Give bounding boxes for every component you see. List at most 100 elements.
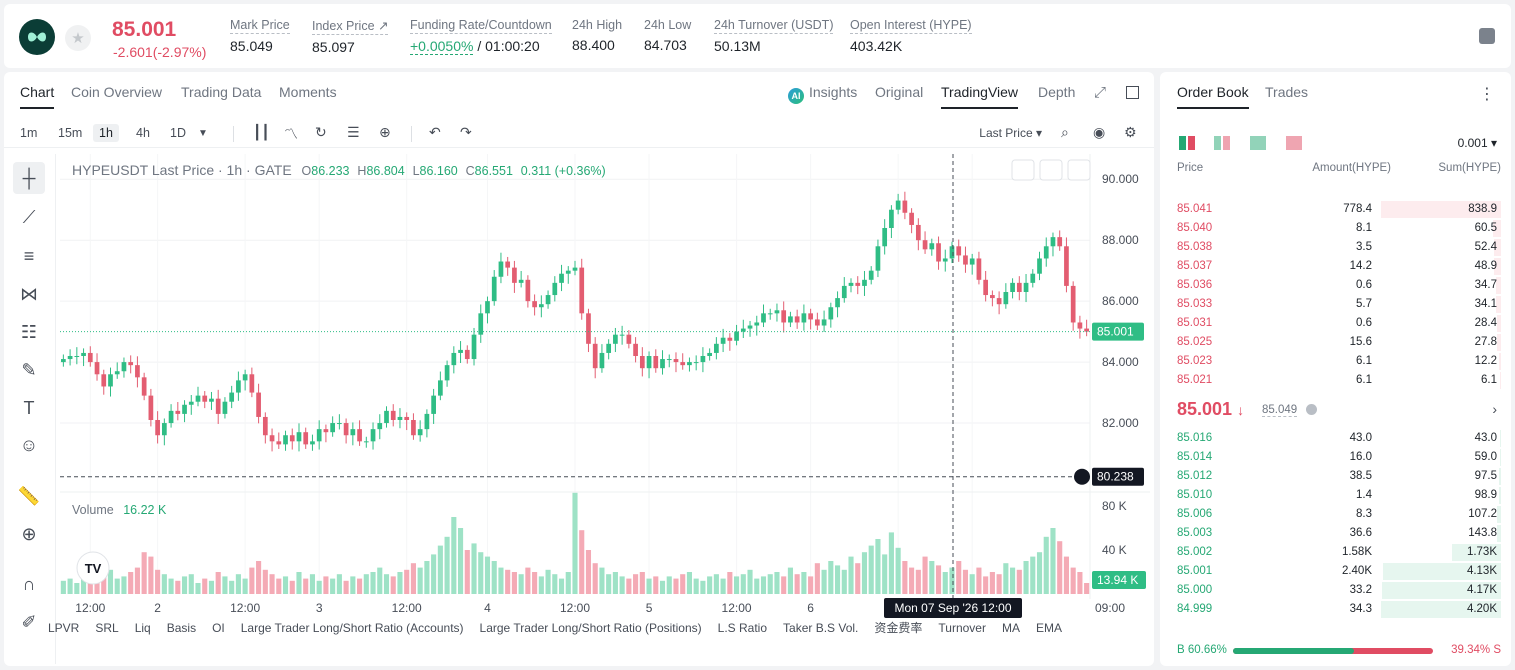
indicator-item[interactable]: Large Trader Long/Short Ratio (Accounts) — [240, 621, 464, 635]
open-interest-stat[interactable]: Open Interest (HYPE) 403.42K — [850, 18, 972, 54]
price-chart[interactable]: 90.000 88.000 86.000 84.000 82.000 12:00 2 12:0… — [60, 154, 1150, 666]
favorite-star-icon[interactable]: ★ — [65, 25, 91, 51]
ask-row[interactable]: 85.023 6.1 12.2 — [1160, 352, 1511, 371]
last-price: 85.001 — [112, 18, 177, 41]
gear-icon[interactable]: ⚙ — [1124, 124, 1137, 140]
mid-price: 85.001 ↓ — [1177, 399, 1244, 420]
book-icon[interactable] — [1479, 28, 1495, 44]
view-bids-icon[interactable] — [1250, 136, 1266, 150]
bid-row[interactable]: 85.001 2.40K 4.13K — [1160, 562, 1511, 581]
candle-body — [370, 429, 376, 442]
bid-row[interactable]: 85.002 1.58K 1.73K — [1160, 543, 1511, 562]
indicator-item[interactable]: Taker B.S Vol. — [783, 621, 859, 635]
pattern-icon[interactable]: ⋈ — [20, 283, 38, 304]
ruler-icon[interactable]: 📏 — [17, 485, 41, 506]
ask-row[interactable]: 85.021 6.1 6.1 — [1160, 371, 1511, 390]
price-source-select[interactable]: Last Price ▾ — [979, 126, 1042, 140]
volume-bar — [256, 561, 262, 594]
timeframe-1d[interactable]: 1D — [170, 126, 186, 140]
fib-icon[interactable]: ☷ — [20, 321, 38, 342]
candle-body — [337, 423, 342, 425]
horizontal-lines-icon[interactable]: ≡ — [23, 245, 35, 266]
bid-row[interactable]: 84.999 34.3 4.20K — [1160, 600, 1511, 619]
chart-panel: Chart Coin Overview Trading Data Moments… — [4, 72, 1154, 666]
brush-icon[interactable]: ✎ — [21, 359, 37, 380]
search-icon[interactable]: ⌕ — [1061, 124, 1069, 140]
view-asks-icon[interactable] — [1286, 136, 1302, 150]
ask-row[interactable]: 85.041 778.4 838.9 — [1160, 200, 1511, 219]
price-cell: 85.000 — [1177, 584, 1213, 596]
trendline-icon[interactable]: ⟋ — [22, 206, 36, 227]
ask-row[interactable]: 85.033 5.7 34.1 — [1160, 295, 1511, 314]
bid-row[interactable]: 85.006 8.3 107.2 — [1160, 505, 1511, 524]
view-both-icon[interactable] — [1179, 136, 1195, 150]
indicator-item[interactable]: Liq — [134, 621, 151, 635]
expand-icon[interactable]: ⤢ — [1094, 84, 1107, 101]
ask-row[interactable]: 85.040 8.1 60.5 — [1160, 219, 1511, 238]
tab-moments[interactable]: Moments — [279, 84, 337, 100]
tab-order-book[interactable]: Order Book — [1177, 84, 1249, 109]
chevron-right-icon[interactable]: › — [1492, 401, 1497, 417]
mark-price-stat[interactable]: Mark Price 85.049 — [230, 18, 290, 54]
chart-canvas[interactable]: 90.000 88.000 86.000 84.000 82.000 12:00 2 12:0… — [60, 154, 1150, 666]
candle-type-icon[interactable]: ┃┃ — [253, 124, 270, 140]
magnet-icon[interactable]: ∩ — [22, 573, 36, 594]
timeframe-4h[interactable]: 4h — [136, 126, 150, 140]
view-split-icon[interactable] — [1214, 136, 1230, 150]
index-price-stat[interactable]: Index Price ↗ 85.097 — [312, 18, 389, 55]
timeframe-dropdown-icon[interactable]: ▼ — [198, 128, 208, 139]
indicator-item[interactable]: Large Trader Long/Short Ratio (Positions… — [479, 621, 702, 635]
sum-cell: 34.7 — [1474, 279, 1497, 291]
template-icon[interactable]: ☰ — [347, 124, 360, 140]
bid-row[interactable]: 85.000 33.2 4.17K — [1160, 581, 1511, 600]
tab-chart[interactable]: Chart — [20, 84, 55, 109]
indicator-item[interactable]: OI — [212, 621, 225, 635]
indicator-item[interactable]: MA — [1001, 621, 1020, 635]
ask-row[interactable]: 85.031 0.6 28.4 — [1160, 314, 1511, 333]
tab-original[interactable]: Original — [875, 84, 924, 100]
turnover-stat[interactable]: 24h Turnover (USDT) 50.13M — [714, 18, 834, 54]
ask-row[interactable]: 85.038 3.5 52.4 — [1160, 238, 1511, 257]
indicator-item[interactable]: EMA — [1035, 621, 1062, 635]
indicator-item[interactable]: LPVR — [48, 621, 80, 635]
precision-select[interactable]: 0.001 ▾ — [1457, 136, 1497, 150]
crosshair-icon[interactable]: ┼ — [13, 162, 45, 194]
add-alert-icon[interactable]: ⊕ — [379, 124, 391, 140]
bid-row[interactable]: 85.010 1.4 98.9 — [1160, 486, 1511, 505]
bid-row[interactable]: 85.012 38.5 97.5 — [1160, 467, 1511, 486]
tab-trades[interactable]: Trades — [1265, 84, 1309, 100]
text-icon[interactable]: T — [23, 397, 35, 418]
indicators-icon[interactable]: 〽 — [284, 126, 298, 142]
timeframe-1m[interactable]: 1m — [20, 126, 38, 140]
ask-row[interactable]: 85.036 0.6 34.7 — [1160, 276, 1511, 295]
bid-row[interactable]: 85.016 43.0 43.0 — [1160, 429, 1511, 448]
tab-tradingview[interactable]: TradingView — [941, 84, 1019, 109]
tab-insights[interactable]: AI Insights — [788, 84, 857, 104]
bid-row[interactable]: 85.014 16.0 59.0 — [1160, 448, 1511, 467]
tab-coin-overview[interactable]: Coin Overview — [71, 84, 163, 100]
ask-row[interactable]: 85.037 14.2 48.9 — [1160, 257, 1511, 276]
window-icon[interactable] — [1126, 86, 1139, 99]
emoji-icon[interactable]: ☺ — [19, 434, 39, 455]
undo-icon[interactable]: ↶ — [429, 124, 441, 140]
ask-row[interactable]: 85.025 15.6 27.8 — [1160, 333, 1511, 352]
candle-body — [660, 359, 665, 369]
bid-row[interactable]: 85.003 36.6 143.8 — [1160, 524, 1511, 543]
redo-icon[interactable]: ↷ — [460, 124, 472, 140]
replay-icon[interactable]: ↻ — [315, 124, 327, 140]
indicator-item[interactable]: L.S Ratio — [717, 621, 768, 635]
indicator-item[interactable]: 资金费率 — [874, 621, 923, 635]
candle-body — [895, 200, 901, 210]
timeframe-1h[interactable]: 1h — [93, 124, 119, 142]
camera-icon[interactable]: ◉ — [1093, 124, 1106, 140]
more-icon[interactable]: ⋮ — [1479, 86, 1495, 103]
funding-rate-stat[interactable]: Funding Rate/Countdown +0.0050% / 01:00:… — [410, 18, 552, 55]
tab-trading-data[interactable]: Trading Data — [181, 84, 262, 100]
timeframe-15m[interactable]: 15m — [58, 126, 83, 140]
pencil-lock-icon[interactable]: ✐ — [21, 611, 37, 632]
zoom-in-icon[interactable]: ⊕ — [21, 523, 37, 544]
indicator-item[interactable]: Basis — [166, 621, 197, 635]
indicator-item[interactable]: Turnover — [938, 621, 986, 635]
tab-depth[interactable]: Depth — [1038, 84, 1076, 100]
indicator-item[interactable]: SRL — [95, 621, 119, 635]
